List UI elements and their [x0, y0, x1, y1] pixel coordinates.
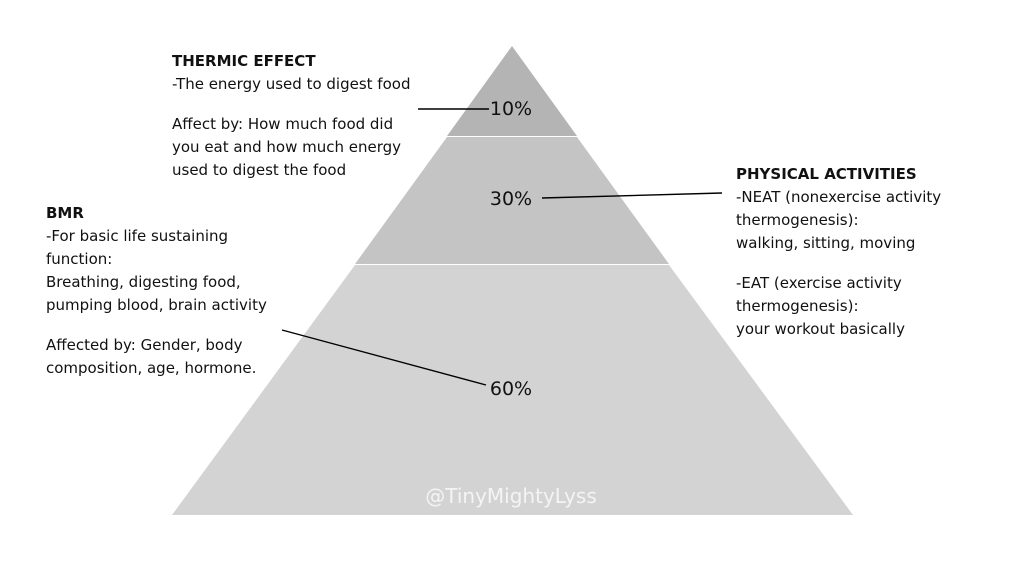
thermic-effect-description: -The energy used to digest food [172, 75, 411, 93]
pyramid-tier-physical-activities [355, 137, 669, 264]
percent-label-thermic-effect: 10% [489, 98, 533, 120]
bmr-affect-line: Affected by: Gender, body [46, 336, 243, 354]
thermic-effect-text-block: THERMIC EFFECT -The energy used to diges… [172, 50, 410, 182]
percent-label-physical-activities: 30% [489, 188, 533, 210]
eat-line: thermogenesis): [736, 297, 859, 315]
neat-line: thermogenesis): [736, 211, 859, 229]
neat-line: walking, sitting, moving [736, 234, 916, 252]
thermic-effect-affect-line: used to digest the food [172, 161, 347, 179]
thermic-effect-affect-line: Affect by: How much food did [172, 115, 394, 133]
pyramid-tier-bmr [172, 265, 853, 515]
leader-line-bmr [281, 329, 487, 386]
bmr-description-line: pumping blood, brain activity [46, 296, 267, 314]
bmr-affect-line: composition, age, hormone. [46, 359, 257, 377]
bmr-title: BMR [46, 204, 84, 222]
leader-line-physical-activities [541, 192, 723, 199]
watermark-text: @TinyMightyLyss [425, 484, 597, 508]
physical-activities-text-block: PHYSICAL ACTIVITIES -NEAT (nonexercise a… [736, 163, 941, 341]
pyramid-tier-thermic-effect [447, 46, 577, 136]
bmr-description-line: -For basic life sustaining [46, 227, 229, 245]
percent-label-bmr: 60% [489, 378, 533, 400]
neat-line: -NEAT (nonexercise activity [736, 188, 942, 206]
thermic-effect-affect-line: you eat and how much energy [172, 138, 402, 156]
bmr-description-line: function: [46, 250, 113, 268]
bmr-description-line: Breathing, digesting food, [46, 273, 241, 291]
physical-activities-title: PHYSICAL ACTIVITIES [736, 165, 917, 183]
eat-line: your workout basically [736, 320, 905, 338]
thermic-effect-title: THERMIC EFFECT [172, 52, 316, 70]
bmr-text-block: BMR -For basic life sustaining function:… [46, 202, 267, 380]
eat-line: -EAT (exercise activity [736, 274, 902, 292]
